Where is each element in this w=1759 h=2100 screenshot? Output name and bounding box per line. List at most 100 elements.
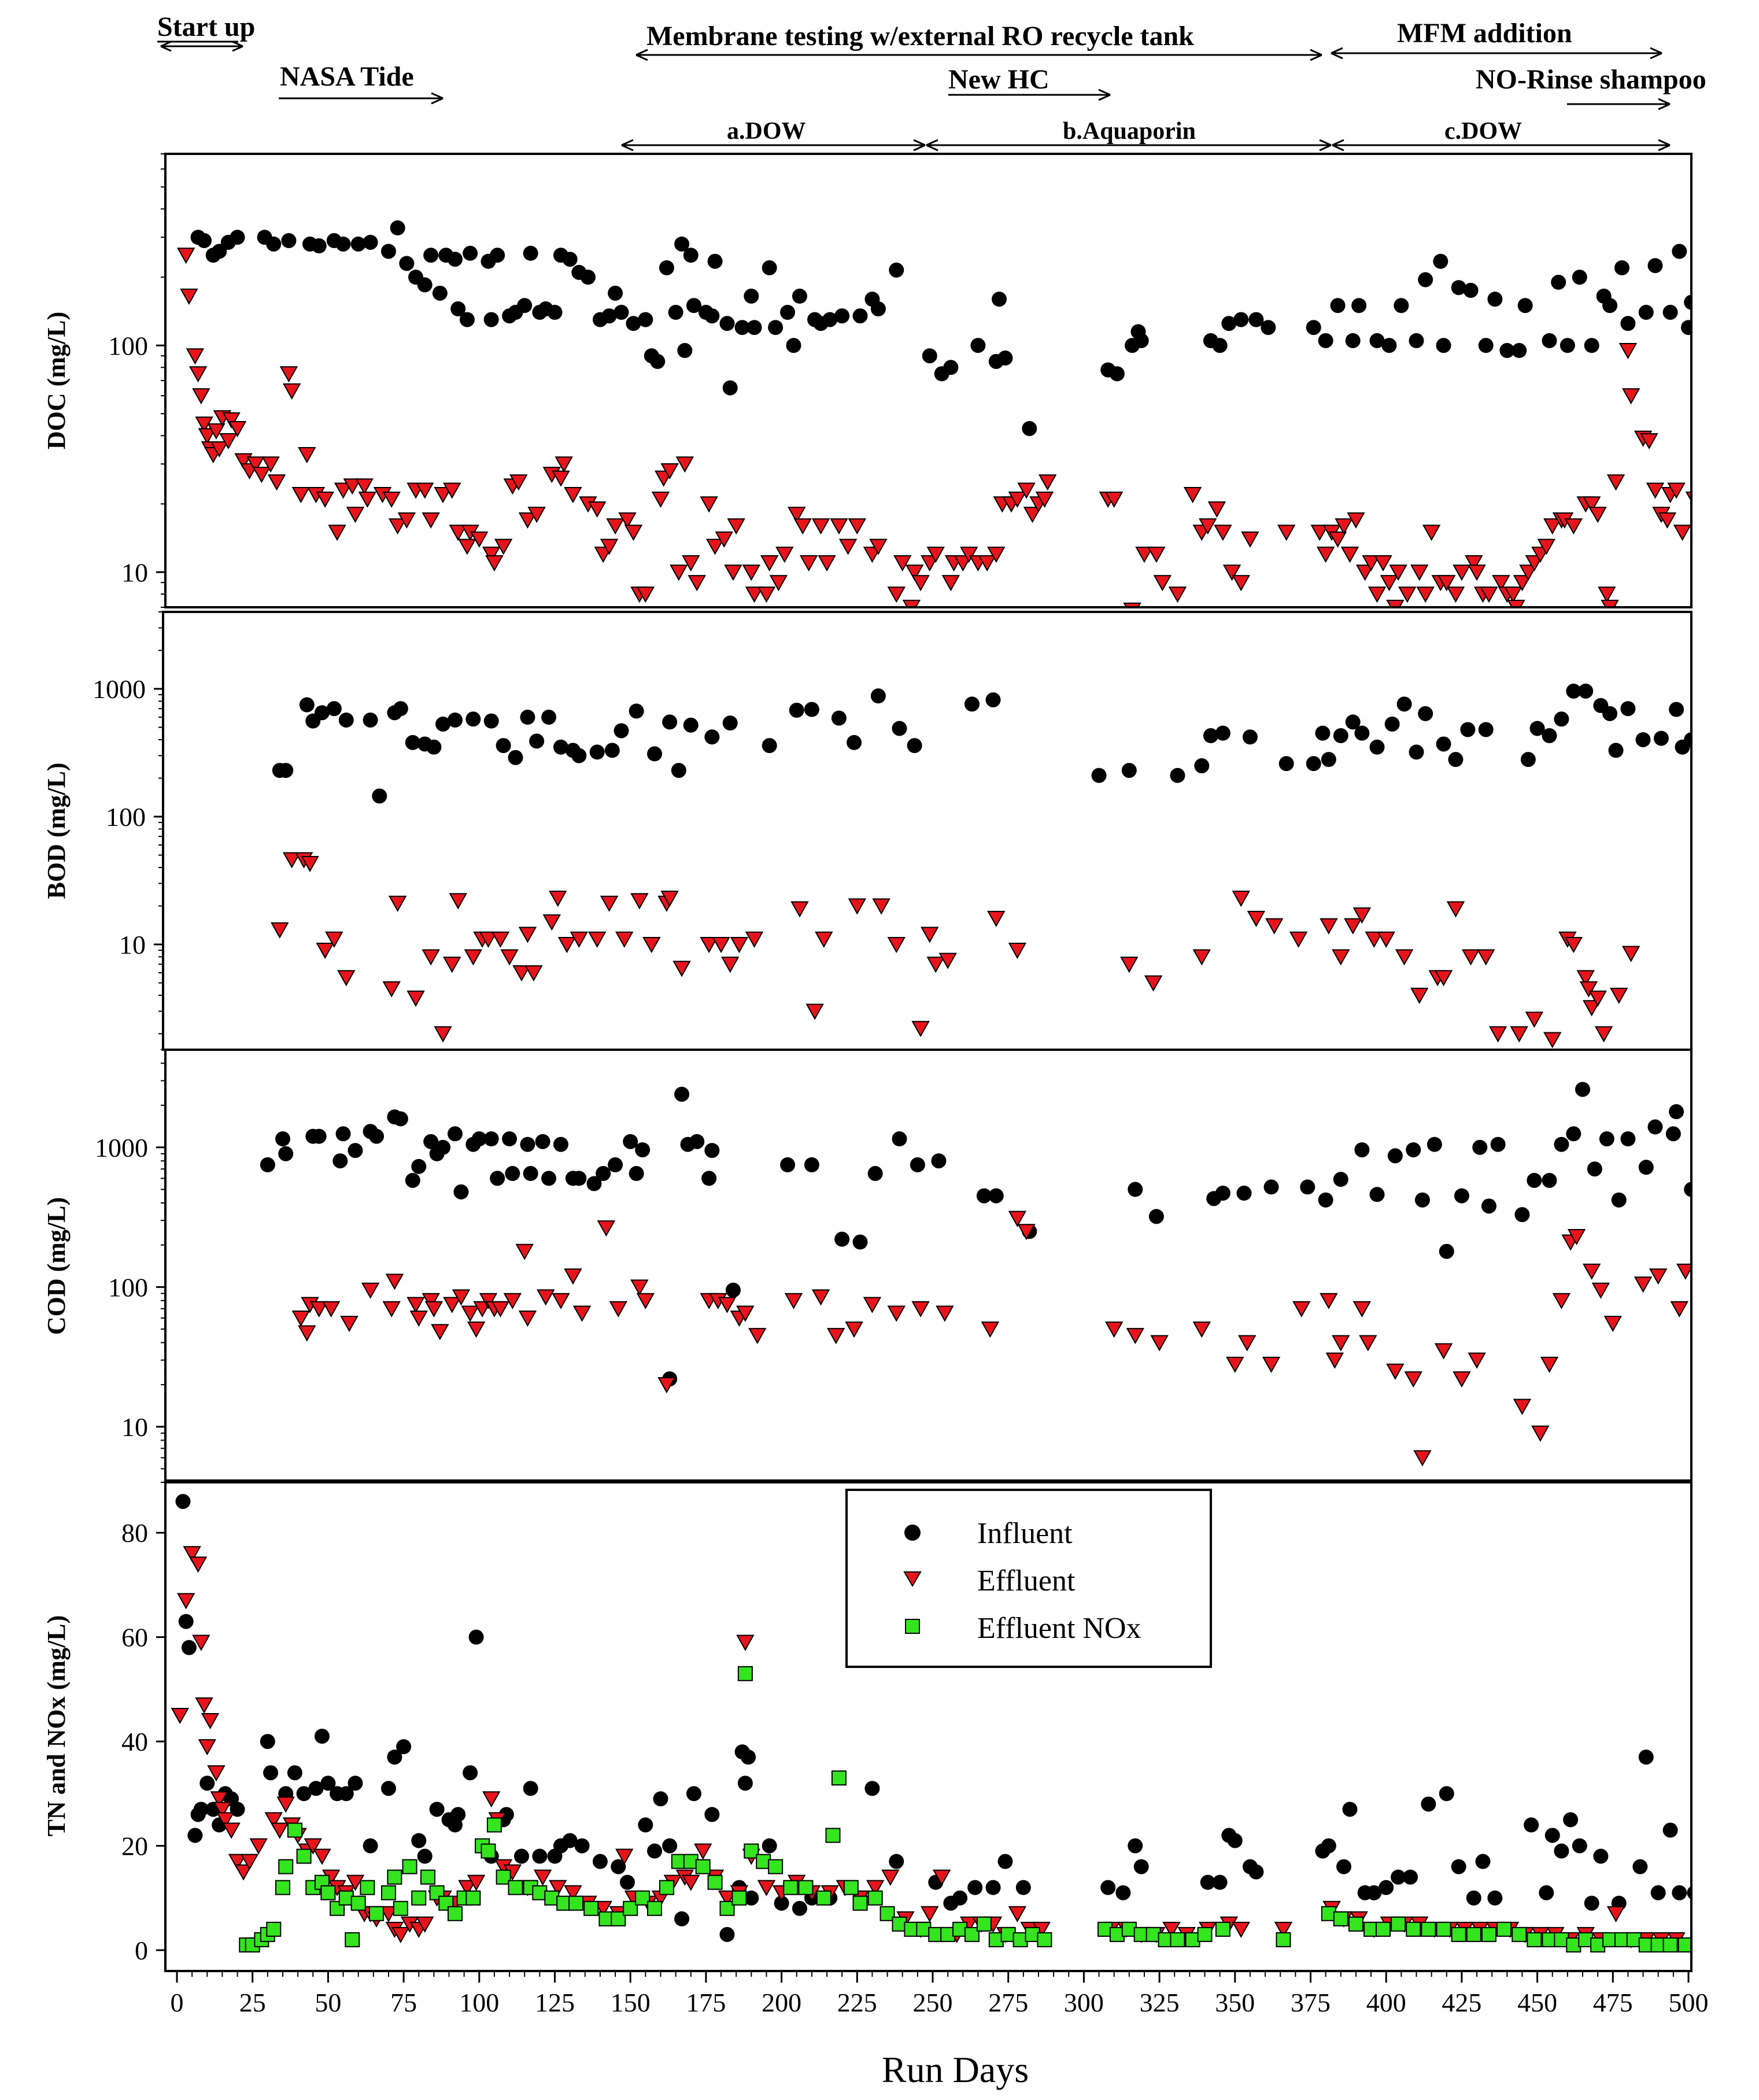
influent-point [1227, 1833, 1243, 1848]
effluent-point [981, 1322, 1000, 1338]
effluent-nox-point [831, 1770, 847, 1786]
influent-point [707, 253, 723, 269]
effluent-point [524, 965, 543, 982]
y-axis-label: BOD (mg/L) [42, 763, 71, 899]
influent-point [1554, 1843, 1569, 1859]
effluent-point [1241, 531, 1259, 548]
influent-point [747, 320, 762, 335]
influent-point [1599, 1131, 1614, 1147]
effluent-point [176, 248, 195, 264]
effluent-point [1362, 555, 1380, 572]
influent-point [604, 743, 620, 758]
legend-influent-marker [904, 1525, 921, 1541]
no-rinse-annotation: NO-Rinse shampoo [1476, 64, 1706, 110]
effluent-point [642, 936, 661, 953]
effluent-nox-point [659, 1880, 674, 1895]
y-tick-label: 0 [135, 1936, 148, 1965]
influent-point [1318, 333, 1333, 348]
influent-point [608, 1157, 623, 1172]
influent-point [1463, 283, 1479, 298]
influent-point [1632, 1859, 1648, 1874]
influent-point [780, 304, 796, 320]
effluent-point [552, 1293, 570, 1309]
effluent-point [431, 1324, 449, 1341]
effluent-point [1640, 433, 1658, 450]
influent-point [465, 711, 481, 727]
influent-point [822, 312, 838, 327]
effluent-point [838, 538, 858, 555]
effluent-point [328, 525, 346, 541]
effluent-point [1232, 891, 1250, 907]
x-axis: 0 25 50 75 100 125 150 175 200 225 250 275 300 325 350… [171, 1971, 1709, 2017]
no-rinse-label: NO-Rinse shampoo [1476, 64, 1706, 95]
influent-point [1620, 316, 1636, 331]
influent-point [338, 712, 354, 728]
effluent-point [1410, 987, 1429, 1004]
effluent-nox-point [508, 1880, 523, 1895]
effluent-point [249, 1838, 268, 1855]
influent-point [1248, 312, 1264, 327]
influent-point [429, 1802, 445, 1817]
influent-point [1466, 1890, 1481, 1906]
effluent-point [1610, 987, 1628, 1004]
effluent-point [271, 1822, 289, 1839]
effluent-point [921, 1906, 939, 1922]
influent-point [1321, 752, 1336, 767]
effluent-nox-point [287, 1822, 302, 1838]
effluent-point [893, 555, 912, 572]
influent-point [1566, 1126, 1581, 1142]
effluent-point [587, 501, 607, 518]
influent-point [892, 1131, 907, 1147]
influent-point [1669, 702, 1684, 717]
influent-point [432, 285, 448, 301]
effluent-nox-point [1037, 1932, 1052, 1947]
effluent-point [397, 512, 416, 529]
influent-point [852, 1234, 868, 1250]
influent-point [372, 788, 387, 804]
influent-point [668, 304, 683, 320]
influent-point [638, 1817, 653, 1833]
influent-point [689, 1134, 705, 1149]
legend-effluent-nox-marker [905, 1619, 920, 1634]
influent-point [719, 1926, 735, 1942]
influent-point [1427, 1136, 1442, 1152]
influent-point [1554, 1136, 1569, 1152]
effluent-point [1404, 1371, 1422, 1388]
effluent-point [960, 547, 978, 563]
effluent-point [491, 1301, 510, 1317]
effluent-point [213, 1802, 232, 1818]
influent-point [1369, 333, 1385, 348]
influent-point [985, 692, 1001, 708]
influent-point [1409, 333, 1424, 348]
influent-point [1421, 1796, 1436, 1812]
influent-point [411, 1833, 427, 1848]
influent-point [1478, 722, 1494, 737]
effluent-point [775, 547, 794, 563]
effluent-point [467, 1322, 486, 1338]
influent-point [1542, 333, 1557, 348]
influent-point [483, 312, 499, 327]
influent-point [483, 713, 499, 729]
effluent-nox-point [1436, 1921, 1451, 1937]
effluent-nox-point [1170, 1932, 1185, 1947]
x-tick-label: 350 [1215, 1988, 1255, 2017]
influent-point [199, 1776, 215, 1791]
effluent-point [491, 931, 510, 948]
influent-point [1650, 1885, 1666, 1900]
effluent-point [564, 1268, 582, 1285]
influent-point [1572, 1838, 1587, 1854]
influent-point [175, 1494, 191, 1510]
influent-point [1551, 275, 1566, 290]
effluent-point [1540, 1356, 1559, 1373]
influent-point [230, 230, 245, 245]
influent-point [1681, 320, 1691, 335]
effluent-point [298, 447, 316, 464]
influent-point [535, 1134, 550, 1149]
effluent-point [887, 936, 906, 953]
effluent-point [1320, 918, 1338, 935]
effluent-nox-point [393, 1900, 408, 1916]
influent-point [287, 1765, 302, 1781]
effluent-point [1582, 496, 1601, 513]
effluent-point [228, 1854, 247, 1870]
influent-point [296, 1786, 312, 1802]
